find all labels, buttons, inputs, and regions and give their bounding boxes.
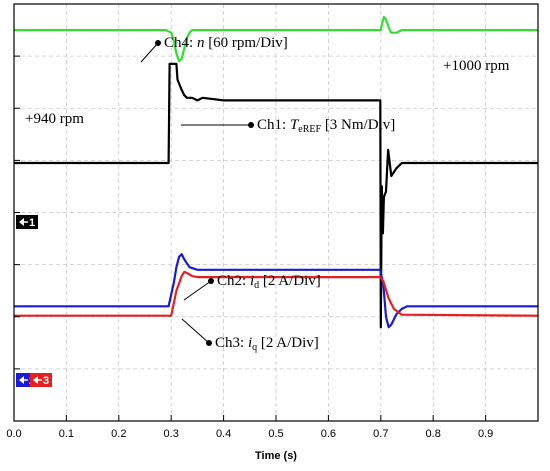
series-line-ch1 xyxy=(14,62,538,329)
x-tick-label: 0.2 xyxy=(111,428,126,440)
x-tick-label: 0.1 xyxy=(59,428,74,440)
tick-layer: 0.0 0.1 0.2 0.3 0.4 0.5 0.6 0.7 0.8 0.9 xyxy=(6,55,493,440)
series-layer xyxy=(14,15,539,329)
series-line-ch4 xyxy=(14,15,538,63)
annotation-label: Ch3: iq [2 A/Div] xyxy=(215,335,319,353)
x-tick-label: 0.6 xyxy=(321,428,336,440)
annotation-dot xyxy=(208,278,214,284)
annotation-label: Ch1: TeREF [3 Nm/Div] xyxy=(257,117,395,135)
x-tick-label: 0.4 xyxy=(216,428,231,440)
x-tick-label: 0.5 xyxy=(268,428,283,440)
marker-arrow-icon xyxy=(19,218,24,226)
annotation-dot xyxy=(206,340,212,346)
annotation-dot xyxy=(155,40,161,46)
channel-marker-label: 1 xyxy=(29,217,35,229)
annotation-leader xyxy=(140,42,159,63)
x-tick-label: 0.8 xyxy=(426,428,441,440)
series-line-ch2 xyxy=(14,253,538,329)
level-label: +940 rpm xyxy=(25,111,84,127)
series-line-ch3 xyxy=(14,270,539,317)
x-tick-label: 0.9 xyxy=(478,428,493,440)
annotation-layer: Ch4: n [60 rpm/Div] Ch1: TeREF [3 Nm/Div]… xyxy=(16,35,510,387)
x-axis-label: Time (s) xyxy=(255,450,297,462)
marker-arrow-icon xyxy=(33,376,38,384)
annotation-leader xyxy=(181,318,210,344)
annotation-label: Ch4: n [60 rpm/Div] xyxy=(164,35,288,51)
x-tick-label: 0.0 xyxy=(6,428,21,440)
annotation-leader xyxy=(183,280,212,301)
channel-marker-label: 3 xyxy=(43,375,49,387)
x-tick-label: 0.7 xyxy=(373,428,388,440)
x-tick-label: 0.3 xyxy=(164,428,179,440)
annotation-dot xyxy=(248,122,254,128)
marker-arrow-icon xyxy=(19,376,24,384)
annotation-label: Ch2: id [2 A/Div] xyxy=(217,273,321,291)
level-label: +1000 rpm xyxy=(443,58,510,74)
